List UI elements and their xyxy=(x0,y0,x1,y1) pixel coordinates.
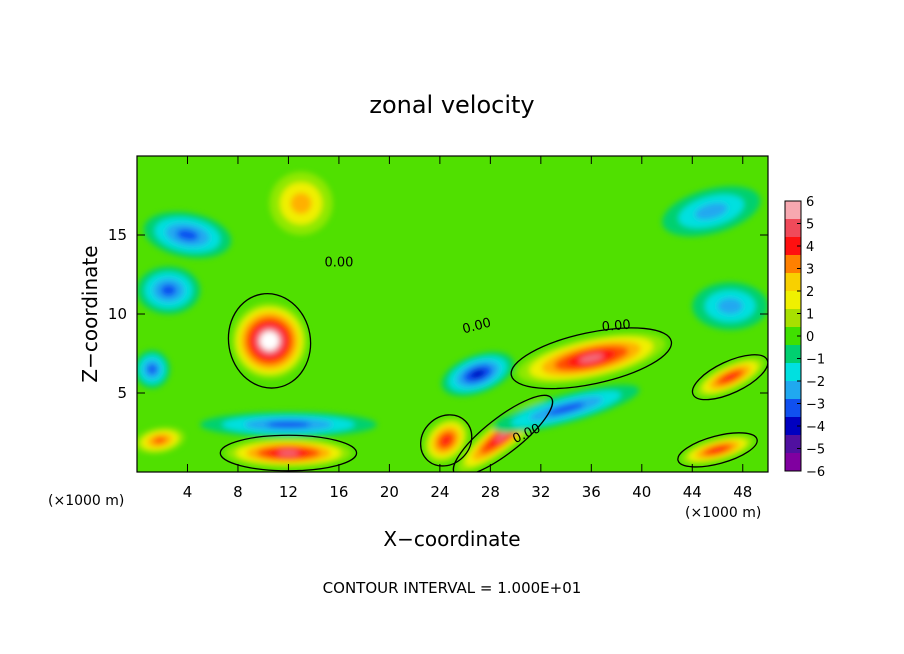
x-unit-right: (×1000 m) xyxy=(685,505,761,521)
y-tick-label: 5 xyxy=(117,384,127,402)
colorbar-tick-label: 3 xyxy=(806,263,814,278)
velocity-feature xyxy=(441,352,514,397)
colorbar-tick-label: 4 xyxy=(806,240,814,255)
velocity-level xyxy=(723,373,738,382)
colorbar: 6 5 4 3 2 1 0 −1 −2 −3 −4 −5 −6 xyxy=(784,195,825,480)
velocity-feature xyxy=(137,427,185,454)
colorbar-swatch xyxy=(785,381,801,400)
velocity-feature xyxy=(137,266,201,314)
x-axis-label: X−coordinate xyxy=(383,527,520,551)
colorbar-swatch xyxy=(785,309,801,328)
velocity-level xyxy=(153,437,166,444)
y-tick-label: 15 xyxy=(108,226,127,244)
colorbar-tick-label: −2 xyxy=(806,375,825,390)
colorbar-swatch xyxy=(785,255,801,274)
velocity-feature xyxy=(200,411,377,438)
zero-contour-line xyxy=(510,327,673,390)
colorbar-tick-label: −5 xyxy=(806,443,825,458)
zero-contour-line xyxy=(227,292,312,389)
y-tick-label: 10 xyxy=(108,305,127,323)
x-tick-label: 36 xyxy=(582,483,601,501)
zero-contour-line xyxy=(691,354,768,401)
velocity-level xyxy=(147,364,157,375)
colorbar-swatch xyxy=(785,219,801,238)
x-tick-label: 20 xyxy=(380,483,399,501)
x-tick-label: 24 xyxy=(430,483,449,501)
colorbar-tick-label: 6 xyxy=(806,195,814,210)
colorbar-swatch xyxy=(785,363,801,382)
y-axis-label: Z−coordinate xyxy=(78,245,102,382)
velocity-feature xyxy=(423,418,469,463)
colorbar-tick-label: −1 xyxy=(806,353,825,368)
colorbar-tick-label: −6 xyxy=(806,465,825,480)
velocity-level xyxy=(717,298,743,314)
velocity-field-layers xyxy=(137,171,768,472)
colorbar-tick-label: 2 xyxy=(806,285,814,300)
x-tick-label: 40 xyxy=(632,483,651,501)
velocity-feature xyxy=(692,282,768,330)
x-tick-label: 12 xyxy=(279,483,298,501)
zero-contours: 0.000.000.000.00 xyxy=(219,256,768,472)
colorbar-swatch xyxy=(785,399,801,418)
contour-value-label: 0.00 xyxy=(601,318,631,335)
colorbar-tick-label: 5 xyxy=(806,218,814,233)
zero-contour-line xyxy=(419,414,473,467)
colorbar-swatch xyxy=(785,453,801,472)
colorbar-swatch xyxy=(785,291,801,310)
velocity-feature xyxy=(231,302,308,379)
contour-value-label: 0.00 xyxy=(461,315,493,337)
colorbar-swatch xyxy=(785,237,801,256)
velocity-level xyxy=(277,450,299,456)
velocity-level xyxy=(710,446,725,453)
velocity-level xyxy=(266,421,311,428)
x-unit-left: (×1000 m) xyxy=(48,493,124,509)
velocity-feature xyxy=(143,211,232,259)
colorbar-swatch xyxy=(785,435,801,454)
velocity-level xyxy=(470,369,485,379)
x-axis-ticks: 4 8 12 16 20 24 28 32 36 40 44 48 xyxy=(183,156,752,501)
velocity-level xyxy=(176,229,199,241)
colorbar-swatch xyxy=(785,345,801,364)
x-tick-label: 32 xyxy=(531,483,550,501)
velocity-level xyxy=(260,331,279,351)
contour-value-label: 0.00 xyxy=(324,256,353,271)
velocity-level xyxy=(290,192,312,214)
velocity-feature xyxy=(225,438,352,468)
x-tick-label: 48 xyxy=(733,483,752,501)
colorbar-swatch xyxy=(785,327,801,346)
x-tick-label: 44 xyxy=(683,483,702,501)
velocity-feature xyxy=(269,171,333,235)
velocity-level xyxy=(160,284,177,297)
colorbar-tick-label: 0 xyxy=(806,330,814,345)
zero-contour-line xyxy=(677,432,758,468)
velocity-feature xyxy=(517,332,666,384)
plot-area: 0.000.000.000.00 4 8 12 16 20 24 28 32 36 40 44 48 … xyxy=(108,155,769,501)
velocity-feature xyxy=(695,357,765,397)
chart-title: zonal velocity xyxy=(369,91,534,119)
velocity-feature xyxy=(137,350,170,389)
contour-interval-note: CONTOUR INTERVAL = 1.000E+01 xyxy=(323,579,582,597)
colorbar-tick-label: −3 xyxy=(806,398,825,413)
velocity-field xyxy=(137,171,768,472)
colorbar-swatch xyxy=(785,201,801,220)
x-tick-label: 28 xyxy=(481,483,500,501)
zero-contour-line xyxy=(452,394,554,472)
x-tick-label: 8 xyxy=(233,483,243,501)
velocity-level xyxy=(578,353,604,363)
velocity-level xyxy=(547,402,585,415)
colorbar-swatch xyxy=(785,417,801,436)
y-axis-ticks: 5 10 15 xyxy=(108,226,768,402)
colorbar-swatch xyxy=(785,273,801,292)
x-tick-label: 4 xyxy=(183,483,193,501)
x-tick-label: 16 xyxy=(329,483,348,501)
velocity-level xyxy=(441,435,451,445)
velocity-feature xyxy=(680,435,755,465)
velocity-level xyxy=(694,202,728,220)
colorbar-tick-label: −4 xyxy=(806,420,825,435)
velocity-feature xyxy=(662,186,761,237)
colorbar-tick-label: 1 xyxy=(806,308,814,323)
